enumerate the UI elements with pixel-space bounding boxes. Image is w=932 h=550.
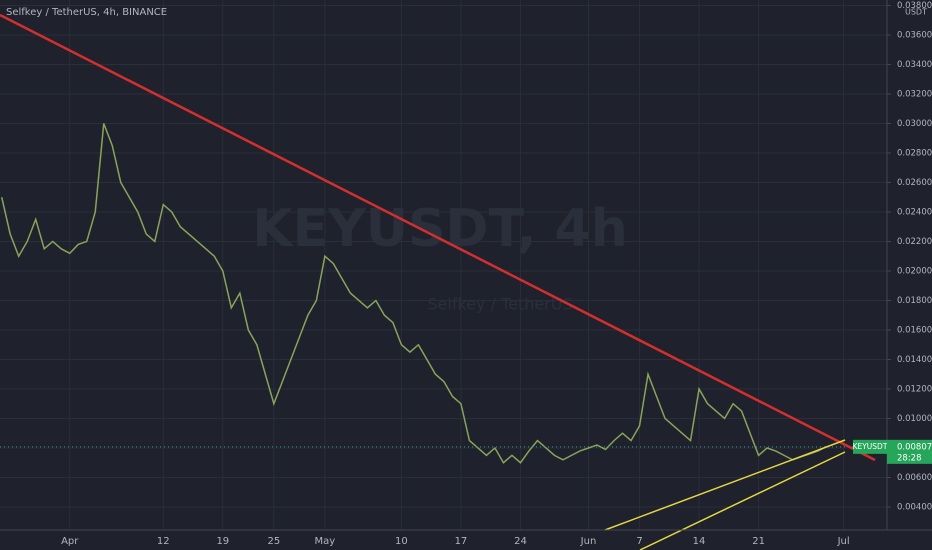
plot bbox=[0, 123, 887, 464]
symbol-label: KEYUSDT bbox=[853, 442, 888, 451]
x-tick-label: Apr bbox=[61, 536, 79, 547]
chart-title: Selfkey / TetherUS, 4h, BINANCE bbox=[6, 7, 167, 18]
countdown: 28:28 bbox=[897, 453, 922, 463]
y-unit: USDT bbox=[905, 8, 927, 17]
resistance-trendline bbox=[0, 13, 876, 462]
x-tick-label: 21 bbox=[752, 536, 765, 547]
x-tick-label: 7 bbox=[636, 536, 642, 547]
x-tick-label: 24 bbox=[514, 536, 527, 547]
x-tick-label: 14 bbox=[693, 536, 706, 547]
x-tick-label: 10 bbox=[395, 536, 408, 547]
price-line bbox=[0, 123, 827, 464]
x-tick-label: Jul bbox=[837, 536, 850, 547]
watermark: KEYUSDT, 4h bbox=[252, 199, 627, 259]
x-tick-label: 17 bbox=[455, 536, 468, 547]
price-badge bbox=[887, 439, 932, 464]
symbol-badge bbox=[853, 439, 887, 454]
y-tick-label: 0.038000 bbox=[897, 1, 932, 11]
axes: 0.0040000.0060000.0080000.0100000.012000… bbox=[61, 1, 932, 547]
x-tick-label: 19 bbox=[216, 536, 229, 547]
x-tick-label: 25 bbox=[267, 536, 280, 547]
grid bbox=[0, 0, 887, 530]
last-price-label: 0.008077 bbox=[897, 442, 932, 452]
support-trendline bbox=[639, 451, 846, 550]
x-tick-label: May bbox=[315, 536, 336, 547]
x-tick-label: 12 bbox=[157, 536, 170, 547]
x-tick-label: Jun bbox=[580, 536, 597, 547]
watermark-sub: Selfkey / TetherUS bbox=[427, 295, 572, 314]
support-trendline bbox=[604, 439, 846, 531]
